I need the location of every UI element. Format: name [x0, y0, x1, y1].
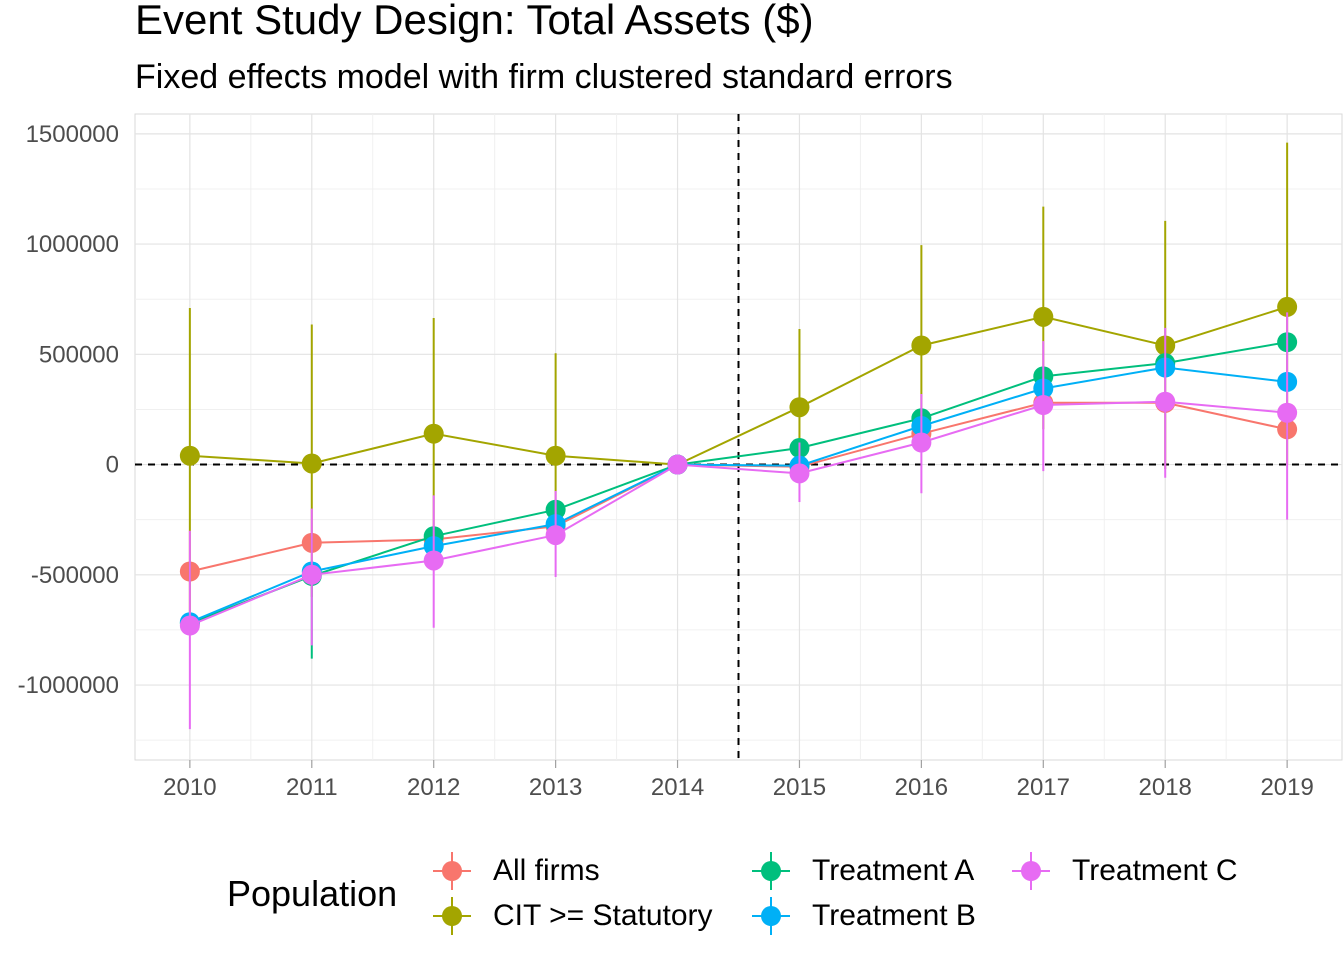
y-tick-label: -500000 — [31, 562, 119, 589]
data-point — [179, 445, 200, 466]
x-tick-label: 2014 — [651, 774, 704, 801]
series-line — [189, 400, 1288, 627]
legend-key-point — [761, 861, 781, 881]
legend-label: Treatment B — [812, 899, 976, 932]
legend-key-point — [442, 906, 462, 926]
y-tick-label: 1500000 — [26, 121, 119, 148]
y-tick-label: -1000000 — [18, 672, 119, 699]
x-axis-tick-labels: 2010 2011 2012 2013 2014 2015 2016 2017 2018 2019 — [163, 774, 1314, 801]
x-tick-label: 2015 — [773, 774, 826, 801]
legend: All firms CIT >= Statutory Treatment A Trea… — [0, 840, 1344, 950]
x-tick-label: 2013 — [529, 774, 582, 801]
y-tick-label: 0 — [106, 452, 119, 479]
x-tick-label: 2016 — [895, 774, 948, 801]
legend-label: CIT >= Statutory — [493, 899, 713, 932]
series-line — [189, 305, 1288, 466]
series-line — [189, 341, 1288, 625]
data-point — [667, 454, 688, 475]
x-tick-label: 2012 — [407, 774, 460, 801]
legend-title: Population — [227, 873, 398, 914]
y-axis-tick-labels: -1000000 -500000 0 500000 1000000 1500000 — [18, 121, 119, 699]
y-tick-label: 500000 — [39, 341, 119, 368]
legend-label: Treatment A — [812, 854, 975, 887]
legend-label: Treatment C — [1072, 854, 1238, 887]
data-point — [423, 550, 444, 571]
data-point — [179, 615, 200, 636]
legend-item: Treatment A — [752, 848, 974, 894]
legend-key-point — [1021, 861, 1041, 881]
data-point — [789, 397, 810, 418]
plot-area: -1000000 -500000 0 500000 1000000 1500000 201… — [18, 113, 1343, 801]
chart-subtitle: Fixed effects model with firm clustered … — [135, 58, 953, 96]
x-axis-ticks — [189, 760, 1288, 768]
series-line — [189, 366, 1288, 624]
series-4 — [179, 312, 1298, 730]
series-1 — [179, 142, 1298, 615]
data-point — [911, 432, 932, 453]
x-tick-label: 2010 — [163, 774, 216, 801]
legend-item: All firms — [433, 848, 600, 894]
legend-key — [752, 852, 790, 890]
legend-item: CIT >= Statutory — [433, 893, 713, 939]
data-point — [545, 525, 566, 546]
data-point — [301, 564, 322, 585]
legend-item: Treatment C — [1012, 848, 1238, 894]
data-point — [1155, 391, 1176, 412]
legend-key — [433, 852, 471, 890]
x-tick-label: 2017 — [1017, 774, 1070, 801]
data-point — [1033, 306, 1054, 327]
data-point — [301, 453, 322, 474]
series-layer — [179, 142, 1298, 730]
data-point — [545, 445, 566, 466]
legend-key-point — [761, 906, 781, 926]
y-tick-label: 1000000 — [26, 231, 119, 258]
legend-label: All firms — [493, 854, 600, 887]
legend-key — [752, 897, 790, 935]
data-point — [911, 335, 932, 356]
x-tick-label: 2019 — [1260, 774, 1313, 801]
chart-title: Event Study Design: Total Assets ($) — [135, 0, 814, 43]
data-point — [1033, 395, 1054, 416]
legend-key — [433, 897, 471, 935]
legend-key-point — [442, 861, 462, 881]
data-point — [423, 423, 444, 444]
data-point — [1277, 296, 1298, 317]
x-tick-label: 2011 — [286, 774, 338, 801]
x-tick-label: 2018 — [1139, 774, 1192, 801]
legend-item: Treatment B — [752, 893, 976, 939]
data-point — [1277, 402, 1298, 423]
legend-key — [1012, 852, 1050, 890]
data-point — [789, 463, 810, 484]
